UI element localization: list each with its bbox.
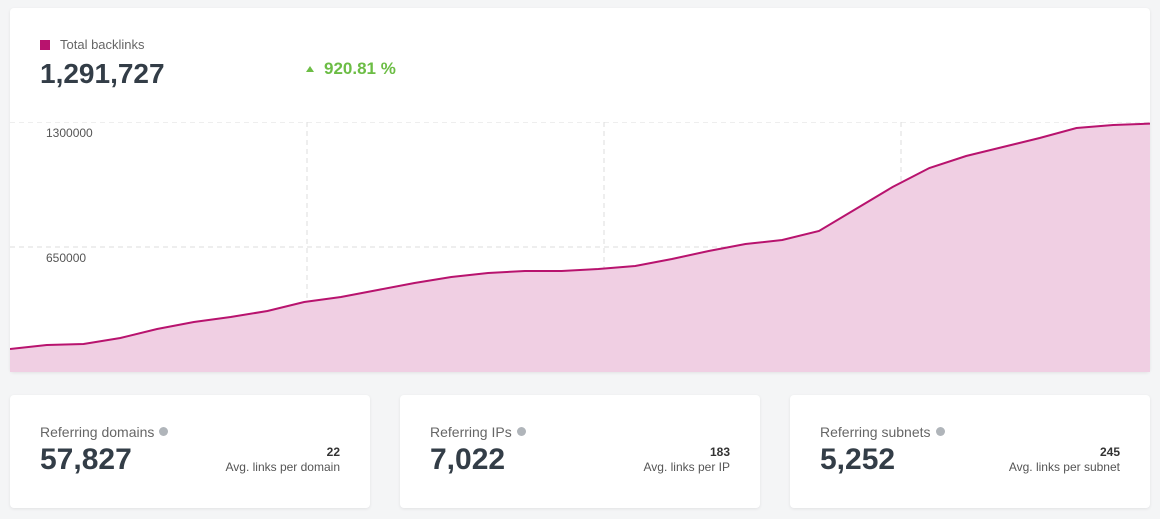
up-arrow [306, 66, 314, 72]
help-icon[interactable] [517, 427, 526, 436]
line [10, 122, 1150, 350]
change-value: 920.81 % [324, 59, 396, 78]
stat-title: Referring domains [40, 424, 155, 440]
stat-card: Referring IPs 7,022 183 Avg. links per IP [400, 395, 760, 508]
avg-label: Avg. links per IP [643, 460, 730, 474]
stat-value: 5,252 [820, 443, 896, 476]
avg-label: Avg. links per domain [225, 460, 340, 474]
y-tick-label: 650000 [46, 251, 86, 265]
help-icon[interactable] [936, 427, 945, 436]
stat-title: Referring IPs [430, 424, 512, 440]
chart: 650000 1300000 [10, 122, 1150, 372]
avg-value: 245 [1099, 445, 1120, 459]
stat-value: 57,827 [40, 443, 132, 476]
legend-swatch [40, 40, 50, 50]
stat-title: Referring subnets [820, 424, 931, 440]
avg-label: Avg. links per subnet [1008, 460, 1120, 474]
avg-value: 183 [709, 445, 730, 459]
y-tick-label: 1300000 [46, 126, 93, 140]
help-icon[interactable] [159, 427, 168, 436]
stat-value: 7,022 [430, 443, 506, 476]
legend-label: Total backlinks [60, 37, 145, 52]
area-fill [10, 123, 1150, 372]
total-value: 1,291,727 [40, 58, 165, 89]
avg-value: 22 [326, 445, 340, 459]
stat-card: Referring subnets 5,252 245 Avg. links per … [790, 395, 1150, 508]
stat-card: Referring domains 57,827 22 Avg. links per … [10, 395, 370, 508]
